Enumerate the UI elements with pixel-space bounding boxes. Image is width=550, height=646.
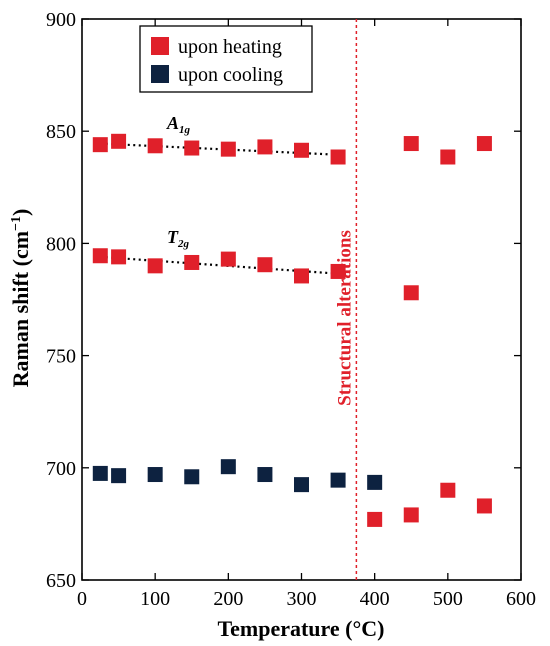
plot-layer: 0 100 200 300 400 500 600 650 700 750 800 850 900 Str… xyxy=(46,9,536,610)
cooling-point xyxy=(294,477,309,493)
mode-label-subscript: 1g xyxy=(179,124,191,136)
x-tick-label: 200 xyxy=(213,588,243,610)
legend-label-cooling: upon cooling xyxy=(178,64,283,86)
mode-label-main: T xyxy=(167,227,179,247)
heating-point xyxy=(294,268,309,284)
y-tick-label: 700 xyxy=(46,458,76,480)
x-tick-label: 300 xyxy=(287,588,317,610)
cooling-point xyxy=(330,472,346,488)
heating-point xyxy=(92,248,108,264)
y-tick-label: 750 xyxy=(46,346,76,368)
x-axis-title: Temperature (°C) xyxy=(217,616,384,641)
legend-swatch-cooling xyxy=(151,65,169,83)
mode-label-subscript: 2g xyxy=(177,238,190,250)
mode-label-main: A xyxy=(166,113,179,133)
heating-point xyxy=(220,251,236,267)
heating-point xyxy=(403,507,419,523)
cooling-point xyxy=(367,474,383,490)
x-tick-label: 0 xyxy=(77,588,87,610)
y-tick-label: 900 xyxy=(46,9,76,31)
legend: upon heating upon cooling xyxy=(139,25,313,93)
heating-point xyxy=(440,482,456,498)
cooling-point xyxy=(111,468,127,484)
cooling-point xyxy=(220,459,236,475)
heating-point xyxy=(147,138,163,154)
heating-point xyxy=(330,149,346,165)
y-axis-title-main: Raman shift (cm xyxy=(8,231,33,387)
heating-point xyxy=(403,136,419,152)
heating-point xyxy=(257,139,273,155)
heating-point xyxy=(220,141,236,157)
y-tick-label: 650 xyxy=(46,570,76,592)
cooling-point xyxy=(92,465,108,481)
mode-label: A1g xyxy=(166,113,191,136)
x-tick-label: 500 xyxy=(433,588,463,610)
heating-point xyxy=(184,140,200,156)
cooling-point xyxy=(184,469,200,485)
mode-label: T2g xyxy=(167,227,190,250)
y-axis-title-superscript: −1 xyxy=(9,216,24,231)
heating-point xyxy=(476,498,492,514)
y-tick-label: 850 xyxy=(46,121,76,143)
heating-point xyxy=(367,511,383,527)
heating-point xyxy=(184,254,200,270)
x-tick-label: 600 xyxy=(506,588,536,610)
x-tick-label: 400 xyxy=(360,588,390,610)
heating-point xyxy=(111,249,127,265)
heating-point xyxy=(403,285,419,301)
x-tick-label: 100 xyxy=(140,588,170,610)
heating-point xyxy=(92,137,108,153)
heating-point xyxy=(257,257,273,273)
structural-alteration-label: Structural alterations xyxy=(334,230,355,406)
heating-point xyxy=(111,133,127,149)
y-tick-label: 800 xyxy=(46,233,76,255)
heating-point xyxy=(330,263,346,279)
cooling-point xyxy=(257,467,273,483)
heating-point xyxy=(476,136,492,152)
y-axis-title-end: ) xyxy=(8,209,33,216)
cooling-point xyxy=(147,467,163,483)
heating-point xyxy=(294,142,309,158)
heating-point xyxy=(147,258,163,274)
legend-label-heating: upon heating xyxy=(178,36,282,58)
heating-point xyxy=(440,149,456,165)
y-axis-title: Raman shift (cm−1) xyxy=(8,209,33,388)
legend-swatch-heating xyxy=(151,37,169,55)
